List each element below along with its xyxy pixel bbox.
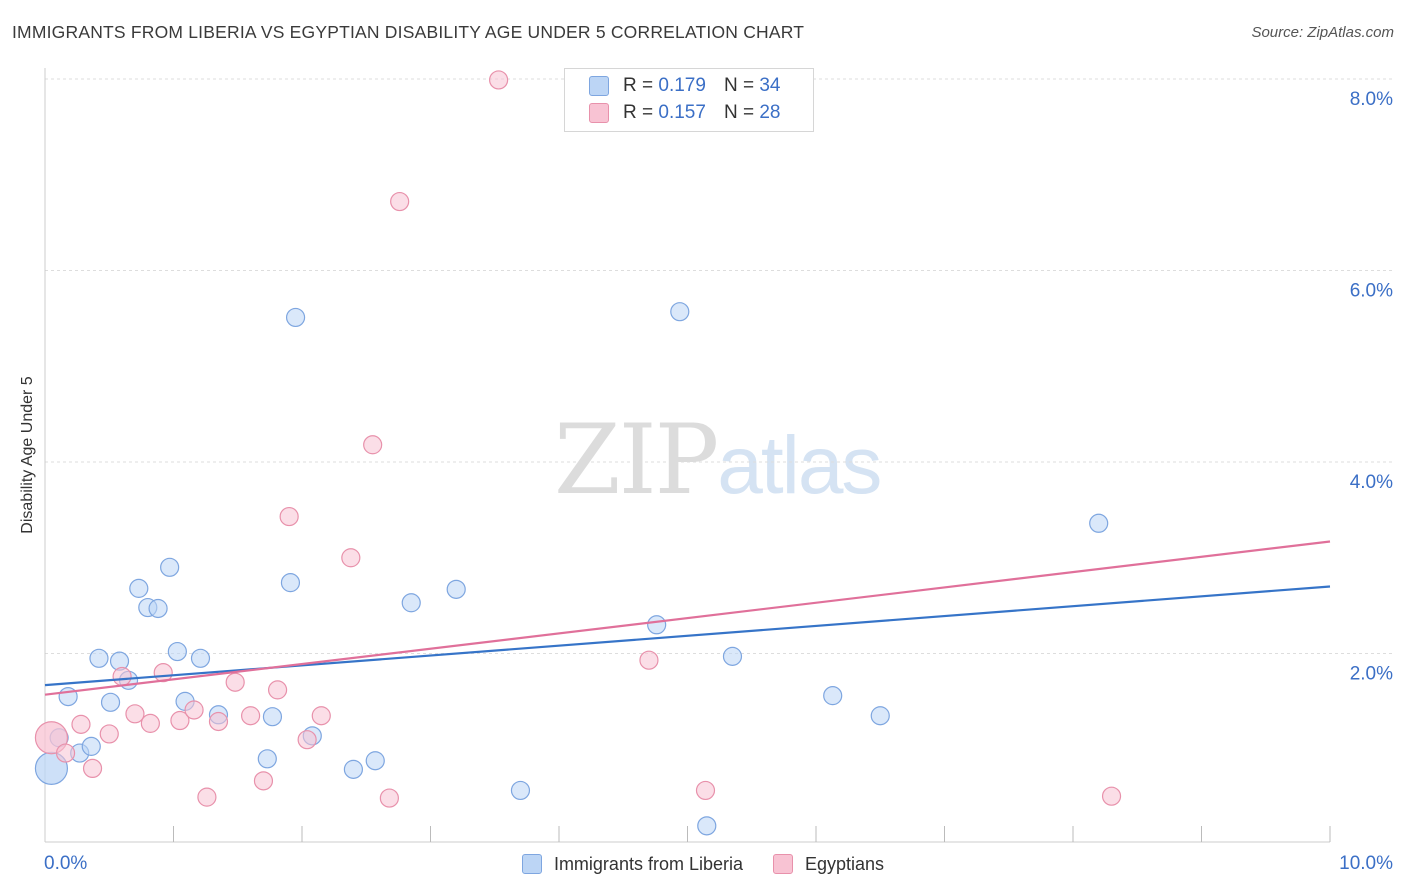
y-tick-label-2: 6.0% [1350,281,1393,302]
liberia-point-6 [100,692,121,712]
r-value: 0.157 [658,102,706,123]
egyptian-point-25 [639,650,659,670]
tick-labels: 2.0% 4.0% 6.0% 8.0% 0.0% 10.0% [44,89,1393,874]
r-value: 0.179 [658,75,706,96]
chart-title: IMMIGRANTS FROM LIBERIA VS EGYPTIAN DISA… [12,22,805,42]
y-tick-label-0: 2.0% [1350,664,1393,685]
liberia-point-5 [89,648,109,668]
r-label: R = [623,102,654,123]
liberia-point-26 [510,780,531,801]
egyptian-point-7 [140,713,160,733]
egyptian-point-1 [55,743,76,763]
liberia-swatch [521,854,542,874]
x-tick-label-0: 0.0% [44,853,87,874]
series-legend: Immigrants from Liberia Egyptians [0,850,1406,878]
liberia-point-31 [823,686,843,706]
egyptian-point-11 [197,787,217,807]
egyptian-point-6 [125,704,145,724]
liberia-point-25 [446,579,466,599]
egyptian-point-9 [170,710,190,731]
egyptian-point-24 [489,70,509,90]
egyptian-point-18 [297,730,317,750]
egyptian-point-20 [341,548,361,568]
liberia-point-30 [722,646,743,666]
egyptian-point-27 [1101,786,1122,806]
liberia-point-17 [262,707,283,727]
legend-label: Immigrants from Liberia [553,853,743,874]
egyptian-point-13 [225,672,245,692]
egyptian-point-23 [390,191,410,212]
egyptian-point-16 [267,680,288,700]
liberia-point-13 [167,641,187,662]
egyptian-point-22 [379,788,399,808]
liberia-point-20 [285,307,306,328]
legend-item-liberia[interactable]: Immigrants from Liberia [521,853,743,875]
liberia-point-19 [280,573,301,593]
y-tick-label-3: 8.0% [1350,89,1393,110]
egyptians-swatch [589,103,609,123]
axes [44,68,1331,843]
stats-legend-row-liberia: R = 0.179 N = 34 [589,74,780,98]
stats-legend: R = 0.179 N = 34 R = 0.157 N = 28 [564,68,814,132]
x-tick-label-1: 10.0% [1339,853,1393,874]
egyptian-point-14 [241,706,261,726]
watermark-zip: ZIP [554,404,719,516]
liberia-swatch [589,76,609,96]
source-label: Source: ZipAtlas.com [1251,24,1394,41]
n-label: N = [723,102,755,123]
legend-label: Egyptians [805,853,885,874]
liberia-point-12 [160,557,180,577]
liberia-point-33 [1089,513,1109,533]
grid-lines [45,78,1392,654]
liberia-point-4 [81,736,101,756]
watermark-atlas: atlas [717,420,882,511]
liberia-point-28 [670,302,690,322]
n-value: 28 [759,102,781,123]
liberia-point-9 [129,578,149,598]
egyptian-point-10 [184,700,204,720]
egyptian-point-12 [208,711,229,732]
egyptian-point-3 [82,758,103,779]
egyptian-point-4 [99,724,119,744]
y-tick-label-1: 4.0% [1350,472,1393,493]
egyptian-point-5 [112,666,132,687]
liberia-point-15 [190,648,211,668]
liberia-point-29 [697,816,717,836]
liberia-point-23 [365,751,385,771]
n-value: 34 [759,75,781,96]
liberia-point-32 [870,706,890,726]
n-label: N = [723,75,755,96]
watermark: ZIPatlas [554,404,882,516]
egyptian-trend-line [44,540,1331,696]
egyptians-swatch [773,854,793,874]
liberia-trend-line [44,585,1331,687]
egyptian-point-2 [71,714,91,734]
egyptian-point-19 [311,706,331,726]
liberia-point-11 [148,598,168,619]
trend-lines [44,540,1331,696]
data-points [34,70,1122,836]
liberia-point-18 [257,749,277,769]
egyptian-point-15 [253,771,274,791]
egyptian-point-21 [363,435,383,455]
egyptian-point-26 [695,780,716,801]
stats-legend-row-egyptians: R = 0.157 N = 28 [589,101,780,125]
liberia-point-22 [343,759,363,779]
egyptian-point-17 [279,506,299,527]
liberia-point-24 [401,593,421,613]
r-label: R = [623,75,654,96]
liberia-point-27 [647,615,667,635]
legend-item-egyptians[interactable]: Egyptians [773,854,884,875]
